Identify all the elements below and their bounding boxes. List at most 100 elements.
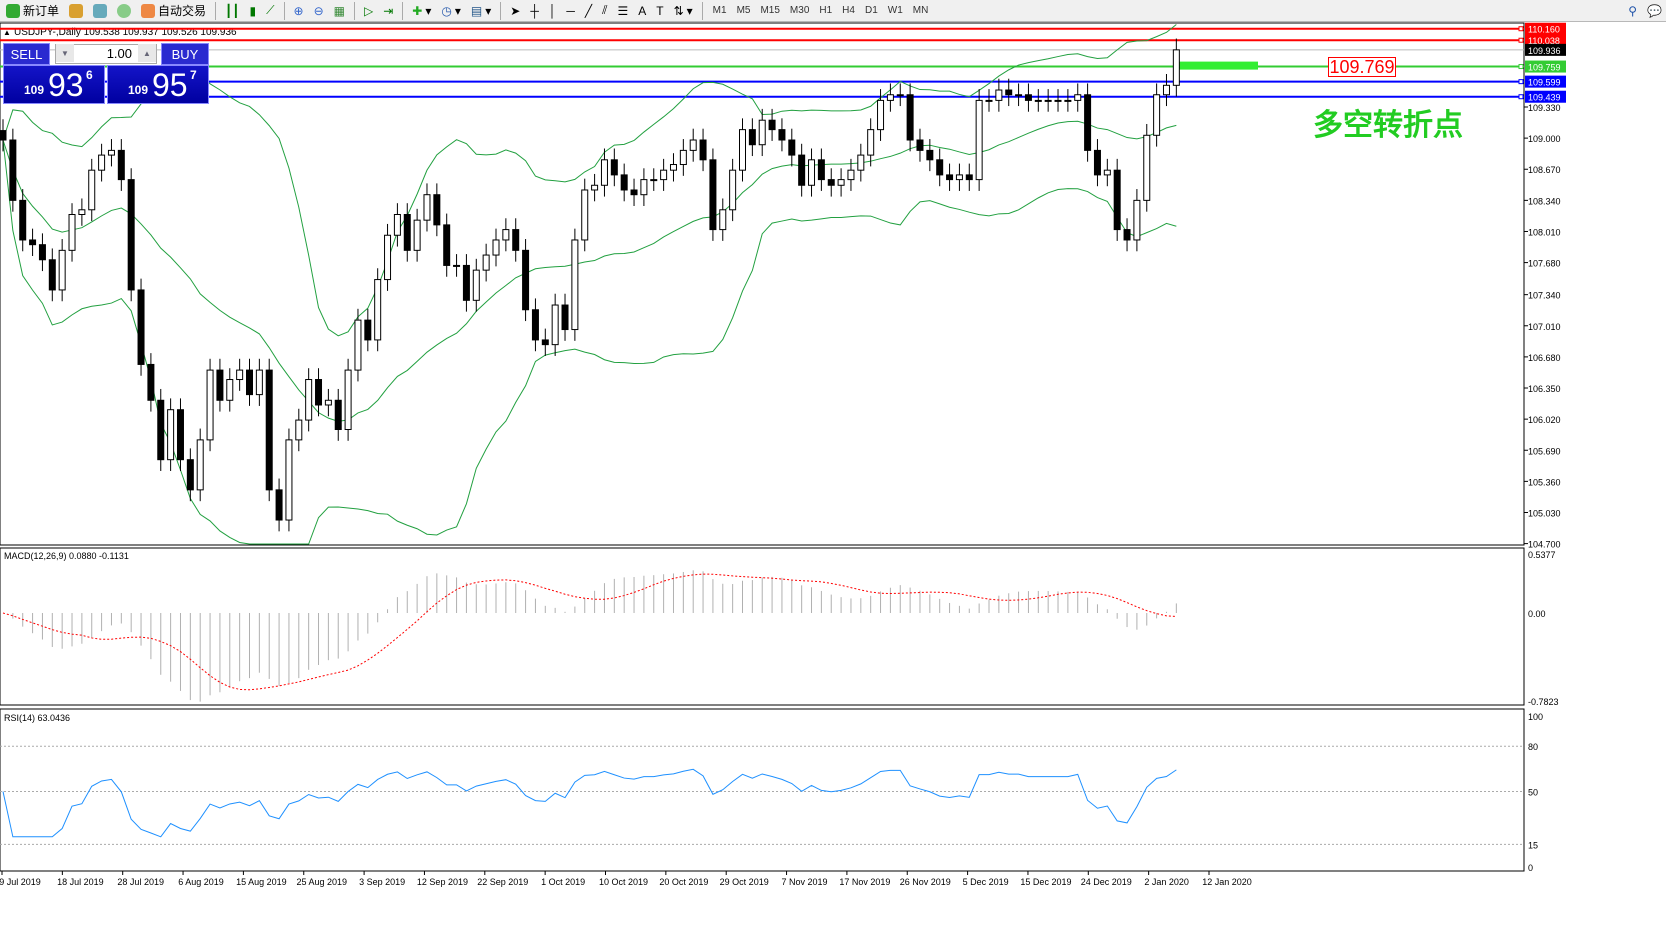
candle-bull: [679, 149, 687, 166]
cursor-button[interactable]: ➤: [506, 1, 524, 21]
candle-bull: [1015, 94, 1023, 97]
tile-windows-button[interactable]: ▦: [330, 1, 349, 21]
divider: [353, 1, 355, 20]
divider: [500, 1, 502, 20]
timeframe-m30[interactable]: M30: [789, 5, 810, 16]
horizontal-line-button[interactable]: ─: [562, 1, 579, 21]
timeframe-mn[interactable]: MN: [912, 5, 929, 16]
fibonacci-button[interactable]: ☰: [613, 1, 632, 21]
bid-price-button[interactable]: 109 93 6: [3, 65, 105, 104]
candle-bull: [739, 129, 746, 171]
candle-bear: [748, 129, 756, 146]
candle-bear: [522, 249, 530, 311]
autoscroll-button[interactable]: ▷: [360, 1, 377, 21]
zoom-out-icon: ⊖: [313, 3, 324, 18]
line-chart-icon: ⟋: [266, 3, 275, 17]
text-label-button[interactable]: T: [652, 1, 667, 21]
candle-bull: [551, 304, 559, 346]
periods-button[interactable]: ◷ ▾: [441, 3, 461, 18]
candle-bull: [669, 164, 677, 171]
vertical-line-button[interactable]: │: [545, 1, 561, 21]
text-button[interactable]: A: [634, 1, 650, 21]
line-chart-button[interactable]: ⟋: [262, 1, 278, 21]
terminal-button[interactable]: [89, 1, 111, 21]
autoscroll-icon: ▷: [363, 3, 374, 18]
timeframe-m1[interactable]: M1: [712, 5, 727, 16]
macd-pane: [0, 547, 1525, 706]
channel-button[interactable]: ⫽: [598, 1, 611, 21]
date-label: 26 Nov 2019: [900, 877, 951, 887]
candle-bull: [1172, 49, 1180, 86]
timeframe-m15[interactable]: M15: [760, 5, 780, 16]
candle-bear: [48, 259, 56, 291]
line-handle: [1518, 37, 1524, 43]
candle-bull: [167, 409, 175, 461]
chat-button[interactable]: 💬: [1643, 1, 1666, 21]
search-button[interactable]: ⚲: [1624, 1, 1641, 21]
annotation-marker: [1173, 61, 1258, 70]
candle-bull: [1064, 99, 1072, 102]
macd-tick-label: 0.00: [1528, 609, 1546, 619]
search-icon: ⚲: [1628, 3, 1638, 18]
chart-annotation-text[interactable]: 多空转折点: [1313, 108, 1463, 143]
arrows-button[interactable]: ⇅ ▾: [673, 3, 693, 18]
crosshair-button[interactable]: ┼: [526, 1, 543, 21]
trendline-button[interactable]: ╱: [581, 1, 596, 21]
candle-bear: [29, 239, 37, 246]
candle-bull: [482, 254, 490, 271]
buy-button[interactable]: BUY: [161, 43, 209, 65]
chart-area[interactable]: USDJPY-,Daily 109.538 109.937 109.526 10…: [0, 22, 1666, 943]
bar-chart-button[interactable]: ┃┃: [221, 1, 243, 21]
bollinger-lower: [2, 139, 1177, 545]
candle-bull: [1044, 99, 1052, 102]
date-label: 5 Dec 2019: [963, 877, 1009, 887]
new-order-button[interactable]: 新订单: [2, 1, 63, 21]
zoom-in-button[interactable]: ⊕: [290, 1, 308, 21]
signal-icon: [117, 3, 132, 18]
candle-bull: [867, 129, 875, 156]
candle-bull: [98, 154, 106, 171]
price-label: 109.759: [1528, 63, 1561, 73]
candle-bear: [699, 139, 707, 161]
price-label-bg: [1525, 22, 1566, 35]
macd-tick-label: -0.7823: [1528, 697, 1559, 707]
candle-bull: [107, 149, 115, 156]
lot-increase-button[interactable]: ▲: [138, 44, 156, 62]
toolbar: 新订单 自动交易 ┃┃ ▮ ⟋ ⊕ ⊖ ▦ ▷ ⇥ ✚ ▾ ◷ ▾ ▤ ▾ ➤ ┼ │…: [0, 0, 1666, 22]
price-label-bg: [1525, 90, 1566, 103]
ask-price-button[interactable]: 109 95 7: [107, 65, 209, 104]
history-button[interactable]: [65, 1, 87, 21]
candle-bear: [216, 369, 224, 401]
timeframe-h1[interactable]: H1: [819, 5, 833, 16]
candle-bull: [857, 154, 865, 171]
candle-bear: [768, 119, 776, 131]
timeframe-d1[interactable]: D1: [864, 5, 878, 16]
candle-bear: [1123, 229, 1131, 241]
divider: [701, 1, 703, 20]
candle-bear: [265, 369, 273, 491]
price-label-bg: [1525, 34, 1566, 47]
timeframe-h4[interactable]: H4: [842, 5, 855, 16]
candle-bear: [117, 149, 125, 181]
price-tick-label: 105.360: [1528, 477, 1561, 487]
candle-bull: [196, 439, 204, 491]
templates-button[interactable]: ▤ ▾: [470, 3, 492, 18]
candle-bull: [719, 209, 727, 231]
date-label: 10 Oct 2019: [599, 877, 648, 887]
timeframe-w1[interactable]: W1: [887, 5, 903, 16]
lot-size-input[interactable]: 1.00: [55, 44, 157, 64]
timeframe-m5[interactable]: M5: [736, 5, 751, 16]
auto-trade-button[interactable]: 自动交易: [137, 1, 210, 21]
rsi-line: [2, 768, 1177, 838]
candle-bull: [226, 379, 234, 401]
zoom-out-button[interactable]: ⊖: [310, 1, 328, 21]
candle-bull: [1054, 99, 1062, 102]
sell-button[interactable]: SELL: [3, 43, 50, 65]
candle-bear: [1093, 149, 1101, 176]
candle-chart-button[interactable]: ▮: [245, 1, 260, 21]
chart-shift-button[interactable]: ⇥: [379, 1, 397, 21]
lot-decrease-button[interactable]: ▼: [56, 44, 74, 62]
signal-button[interactable]: [113, 1, 135, 21]
indicators-button[interactable]: ✚ ▾: [412, 3, 432, 18]
price-annotation-label[interactable]: 109.769: [1328, 57, 1396, 77]
